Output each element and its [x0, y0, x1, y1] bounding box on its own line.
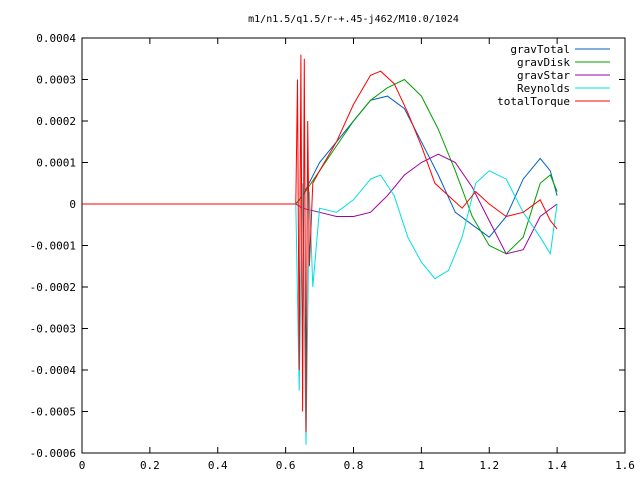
x-tick-label: 1.2 [479, 459, 499, 472]
y-tick-label: -0.0003 [30, 323, 76, 336]
series-line-gravTotal [82, 95, 558, 238]
series-line-totalTorque [82, 54, 558, 433]
x-tick-label: 0.4 [208, 459, 228, 472]
y-tick-label: -0.0005 [30, 406, 76, 419]
y-tick-label: 0.0004 [36, 32, 76, 45]
legend-label-gravTotal: gravTotal [510, 43, 570, 56]
legend-label-gravDisk: gravDisk [517, 56, 570, 69]
legend: gravTotalgravDiskgravStarReynoldstotalTo… [497, 43, 610, 108]
x-tick-label: 0.6 [276, 459, 296, 472]
x-tick-label: 1.6 [615, 459, 635, 472]
y-tick-label: -0.0006 [30, 447, 76, 460]
x-axis: 0 0.2 0.4 0.6 0.8 1 1.2 1.4 1.6 [79, 38, 635, 472]
x-tick-label: 1.4 [547, 459, 567, 472]
x-tick-label: 0 [79, 459, 86, 472]
y-tick-label: -0.0001 [30, 240, 76, 253]
y-tick-label: 0 [69, 198, 76, 211]
series-line-Reynolds [82, 170, 558, 445]
y-axis: 0.0004 0.0003 0.0002 0.0001 0 -0.0001 -0.0002 -… [30, 32, 625, 460]
legend-label-Reynolds: Reynolds [517, 82, 570, 95]
y-tick-label: -0.0004 [30, 364, 77, 377]
y-tick-label: 0.0003 [36, 74, 76, 87]
y-tick-label: 0.0002 [36, 115, 76, 128]
legend-label-gravStar: gravStar [517, 69, 570, 82]
series-lines [82, 54, 558, 445]
x-tick-label: 0.8 [344, 459, 364, 472]
chart-title: m1/n1.5/q1.5/r-+.45-j462/M10.0/1024 [248, 14, 459, 25]
legend-label-totalTorque: totalTorque [497, 95, 570, 108]
y-tick-label: 0.0001 [36, 157, 76, 170]
y-tick-label: -0.0002 [30, 281, 76, 294]
x-tick-label: 0.2 [140, 459, 160, 472]
series-line-gravStar [82, 153, 558, 255]
x-tick-label: 1 [418, 459, 425, 472]
